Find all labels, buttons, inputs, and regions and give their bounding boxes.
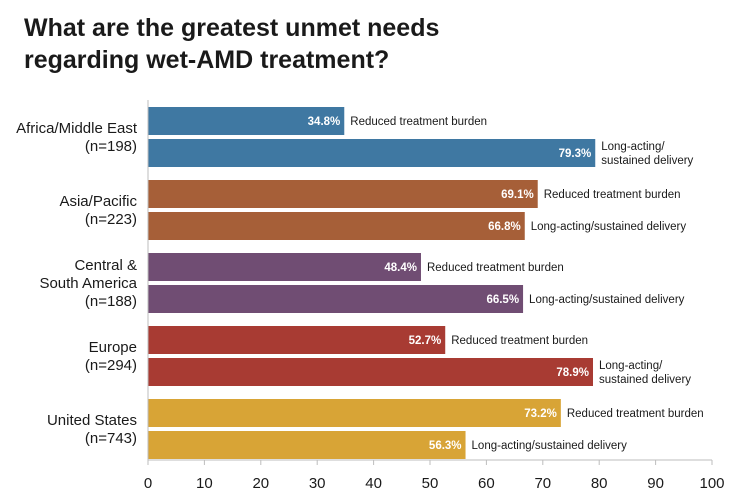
x-tick-label: 90 [647, 475, 664, 492]
bar-group: United States(n=743) 73.2% Reduced treatme… [47, 399, 704, 459]
data-label: 69.1% [501, 189, 534, 201]
data-label: 66.8% [488, 221, 521, 233]
bar [148, 285, 524, 313]
group-label: United States [47, 412, 137, 429]
data-label: 34.8% [308, 116, 341, 128]
bar-category-label: Reduced treatment burden [544, 189, 681, 201]
bar-category-label: Long-acting/ [599, 360, 663, 372]
x-tick-label: 10 [196, 475, 213, 492]
bar [148, 212, 525, 240]
bar-category-label: Long-acting/sustained delivery [472, 440, 628, 452]
x-axis: 0 10 20 30 40 50 60 70 80 90 100 [144, 100, 725, 492]
bar-category-label: sustained delivery [601, 155, 693, 167]
chart-title-line-1: What are the greatest unmet needs [24, 14, 440, 42]
data-label: 56.3% [429, 440, 462, 452]
group-label: South America [39, 275, 137, 292]
data-label: 79.3% [559, 148, 592, 160]
x-tick-label: 20 [252, 475, 269, 492]
x-tick-label: 80 [591, 475, 608, 492]
x-tick-label: 60 [478, 475, 495, 492]
bar-category-label: Reduced treatment burden [350, 116, 487, 128]
data-label: 48.4% [384, 262, 417, 274]
x-tick-label: 0 [144, 475, 152, 492]
bar-category-label: sustained delivery [599, 374, 691, 386]
bar-group: Africa/Middle East(n=198) 34.8% Reduced tr… [16, 107, 694, 167]
bar-category-label: Long-acting/sustained delivery [529, 294, 685, 306]
bar-group: Central &South America(n=188) 48.4% Reduce… [39, 253, 685, 313]
bar-category-label: Long-acting/ [601, 141, 665, 153]
x-tick-label: 70 [534, 475, 551, 492]
group-label: (n=294) [85, 357, 137, 374]
group-label: (n=223) [85, 211, 137, 228]
data-label: 73.2% [524, 408, 557, 420]
group-label: Europe [89, 339, 137, 356]
x-tick-label: 100 [699, 475, 724, 492]
bar-category-label: Long-acting/sustained delivery [531, 221, 687, 233]
chart-title: What are the greatest unmet needs regard… [24, 12, 724, 76]
bar [148, 431, 466, 459]
data-label: 66.5% [486, 294, 519, 306]
bars-layer: Africa/Middle East(n=198) 34.8% Reduced tr… [16, 107, 704, 459]
bar [148, 139, 596, 167]
group-label: Central & [74, 257, 137, 274]
bar [148, 107, 345, 135]
data-label: 78.9% [556, 367, 589, 379]
bar-category-label: Reduced treatment burden [427, 262, 564, 274]
group-label: Africa/Middle East [16, 120, 138, 137]
bar [148, 399, 561, 427]
bar [148, 326, 446, 354]
bar-group: Europe(n=294) 52.7% Reduced treatment burd… [85, 326, 691, 386]
bar-category-label: Reduced treatment burden [451, 335, 588, 347]
bar [148, 180, 538, 208]
bar [148, 358, 593, 386]
bar [148, 253, 421, 281]
x-tick-label: 50 [422, 475, 439, 492]
bar-group: Asia/Pacific(n=223) 69.1% Reduced treatmen… [59, 180, 686, 240]
group-label: (n=198) [85, 138, 137, 155]
x-tick-label: 40 [365, 475, 382, 492]
bar-category-label: Reduced treatment burden [567, 408, 704, 420]
data-label: 52.7% [409, 335, 442, 347]
x-tick-label: 30 [309, 475, 326, 492]
group-label: (n=188) [85, 293, 137, 310]
chart-title-line-2: regarding wet-AMD treatment? [24, 46, 390, 74]
group-label: Asia/Pacific [59, 193, 137, 210]
group-label: (n=743) [85, 430, 137, 447]
